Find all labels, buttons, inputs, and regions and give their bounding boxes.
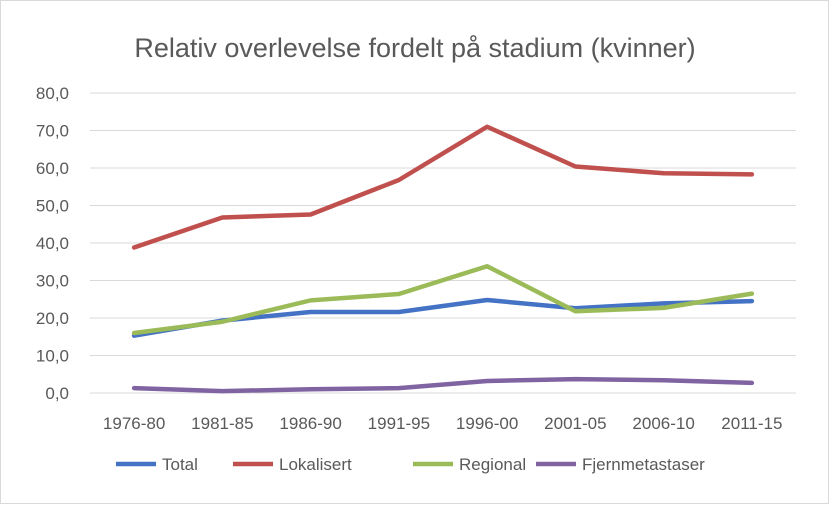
x-tick-label: 2011-15 (721, 414, 782, 433)
legend-label: Regional (459, 455, 526, 474)
y-tick-label: 40,0 (36, 234, 69, 253)
legend-label: Total (162, 455, 198, 474)
y-tick-label: 80,0 (36, 84, 69, 103)
y-tick-label: 70,0 (36, 122, 69, 141)
x-tick-label: 2006-10 (632, 414, 694, 433)
y-tick-label: 20,0 (36, 309, 69, 328)
y-tick-label: 10,0 (36, 347, 69, 366)
series-line-lokalisert (134, 127, 752, 248)
y-tick-label: 60,0 (36, 159, 69, 178)
x-tick-label: 1976-80 (103, 414, 165, 433)
y-tick-label: 30,0 (36, 272, 69, 291)
series-line-fjernmetastaser (134, 379, 752, 391)
x-tick-label: 2001-05 (544, 414, 606, 433)
legend-label: Fjernmetastaser (582, 455, 705, 474)
series-line-regional (134, 266, 752, 333)
chart-title: Relativ overlevelse fordelt på stadium (… (134, 33, 695, 63)
x-tick-label: 1991-95 (368, 414, 430, 433)
y-tick-label: 50,0 (36, 197, 69, 216)
legend-label: Lokalisert (279, 455, 352, 474)
y-tick-label: 0,0 (45, 384, 69, 403)
x-tick-label: 1996-00 (456, 414, 518, 433)
x-tick-label: 1981-85 (191, 414, 253, 433)
x-tick-label: 1986-90 (279, 414, 341, 433)
